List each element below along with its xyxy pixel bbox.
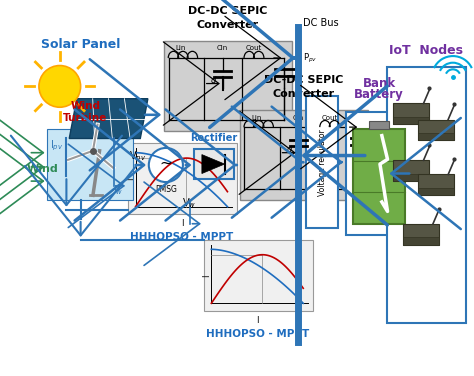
Text: Lin: Lin [252,115,262,121]
Text: V$_{pv}$: V$_{pv}$ [129,149,146,164]
Bar [194,149,234,179]
Text: ~: ~ [159,156,172,171]
Bar [403,237,439,244]
Bar [418,188,454,195]
Text: I: I [202,274,211,277]
Polygon shape [202,155,225,174]
Bar [354,129,405,224]
Bar [393,160,429,181]
Text: Wind
Turbine: Wind Turbine [63,101,108,123]
Polygon shape [69,99,148,138]
Bar [393,174,429,181]
Text: P$_{w}$: P$_{w}$ [379,121,391,133]
Text: P$_{pv}$: P$_{pv}$ [303,52,318,65]
Text: Converter: Converter [196,20,258,30]
Bar [164,41,292,131]
Text: I$_{pv}$: I$_{pv}$ [50,139,64,153]
Bar [204,240,313,311]
Text: V$_w$: V$_w$ [182,196,197,210]
Text: DC Bus: DC Bus [303,18,339,28]
Text: Cout: Cout [322,115,338,121]
Bar [240,110,368,200]
Bar [128,143,237,214]
Text: IoT  Nodes: IoT Nodes [389,44,464,57]
Bar [346,112,412,235]
Bar [306,96,338,229]
Text: I: I [256,316,259,325]
Bar [47,129,133,200]
Text: HHHOPSO - MPPT: HHHOPSO - MPPT [206,329,310,339]
Text: Voltage regulator: Voltage regulator [318,129,327,196]
Text: HHHOPSO - MPPT: HHHOPSO - MPPT [130,232,234,242]
Text: Converter: Converter [272,89,334,99]
Text: Cin: Cin [217,45,228,52]
Text: Rectifier: Rectifier [191,132,238,143]
Bar [403,224,439,244]
Text: Bank: Bank [363,77,396,90]
Circle shape [149,148,183,182]
Bar [387,67,466,323]
Text: d: d [286,146,292,155]
Circle shape [39,65,81,107]
Bar [418,120,454,140]
Text: Battery: Battery [354,88,404,102]
Text: Wind: Wind [27,164,58,174]
Text: Cout: Cout [246,45,262,52]
Text: Cin: Cin [293,115,304,121]
Text: DC-DC SEPIC: DC-DC SEPIC [188,6,267,15]
Text: I: I [181,219,183,228]
Text: Solar Panel: Solar Panel [41,38,120,51]
Text: PMSG: PMSG [155,185,177,194]
Text: I: I [126,178,135,180]
Text: I$_w$: I$_w$ [113,183,124,197]
Text: Lin: Lin [176,45,186,52]
Text: DC-DC SEPIC: DC-DC SEPIC [264,75,343,85]
Bar [369,121,389,129]
Text: d: d [210,76,216,85]
Bar [418,174,454,195]
Bar [418,133,454,140]
Bar [393,117,429,124]
Bar [393,103,429,124]
